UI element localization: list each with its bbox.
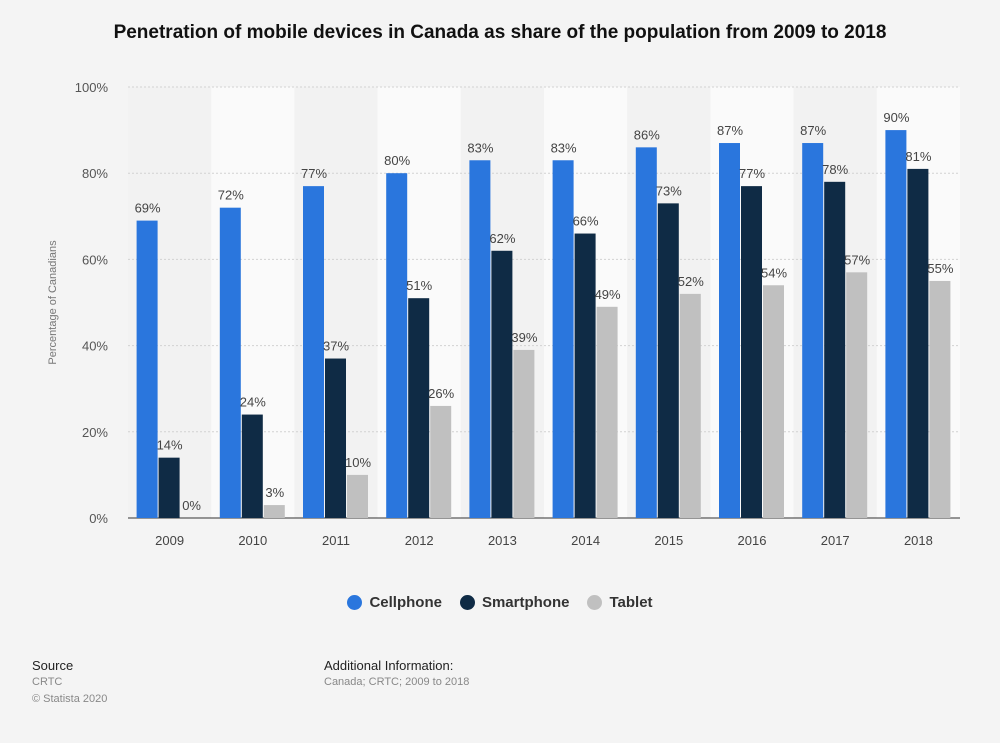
x-tick-label: 2014: [571, 533, 600, 548]
y-tick-label: 100%: [75, 80, 109, 95]
bar-smartphone: [824, 181, 846, 518]
legend: Cellphone Smartphone Tablet: [0, 594, 1000, 611]
bar-cellphone: [802, 143, 824, 518]
copyright-text: © Statista 2020: [32, 693, 108, 705]
data-label-tablet: 26%: [428, 386, 454, 401]
x-tick-label: 2015: [654, 533, 683, 548]
x-tick-label: 2011: [322, 533, 350, 548]
legend-item-smartphone[interactable]: Smartphone: [459, 594, 570, 611]
x-tick-label: 2018: [904, 533, 933, 548]
bar-cellphone: [219, 207, 241, 518]
data-label-smartphone: 77%: [739, 166, 765, 181]
y-tick-label: 0%: [89, 511, 108, 526]
data-label-smartphone: 73%: [656, 183, 682, 198]
data-label-cellphone: 80%: [384, 153, 410, 168]
additional-info-value: Canada; CRTC; 2009 to 2018: [324, 676, 470, 688]
legend-marker-cellphone: [347, 595, 363, 610]
bar-cellphone: [386, 173, 408, 518]
y-tick-label: 40%: [82, 339, 108, 354]
data-label-cellphone: 87%: [717, 123, 743, 138]
data-label-tablet: 10%: [345, 455, 371, 470]
data-label-cellphone: 72%: [218, 188, 244, 203]
bar-cellphone: [885, 130, 907, 518]
data-label-tablet: 0%: [182, 498, 201, 513]
y-tick-label: 20%: [82, 425, 108, 440]
y-axis-label: Percentage of Canadians: [47, 240, 59, 365]
bar-chart: 0% 20% 40% 60% 80% 100% 69% 14% 0% 2009 72% 24% 3% 20…: [47, 80, 960, 548]
bar-smartphone: [158, 457, 180, 518]
bar-cellphone: [136, 220, 158, 519]
legend-label-smartphone: Smartphone: [481, 594, 570, 611]
bar-smartphone: [325, 358, 346, 518]
additional-info-block: Additional Information: Canada; CRTC; 20…: [324, 657, 469, 691]
bar-tablet: [263, 505, 285, 518]
data-label-tablet: 52%: [678, 274, 704, 289]
legend-label-cellphone: Cellphone: [369, 594, 442, 611]
data-label-tablet: 55%: [927, 261, 953, 276]
bar-cellphone: [719, 143, 740, 518]
data-label-cellphone: 83%: [467, 140, 493, 155]
data-label-smartphone: 78%: [822, 162, 848, 177]
source-label: Source: [32, 658, 74, 673]
bar-tablet: [347, 474, 368, 518]
x-tick-label: 2012: [405, 533, 434, 548]
data-label-tablet: 39%: [511, 330, 537, 345]
legend-label-tablet: Tablet: [609, 594, 653, 611]
source-block: Source CRTC © Statista 2020: [32, 657, 107, 708]
legend-marker-smartphone: [459, 595, 475, 610]
bar-tablet: [763, 285, 784, 518]
data-label-smartphone: 14%: [157, 438, 183, 453]
legend-item-cellphone[interactable]: Cellphone: [347, 594, 442, 611]
bar-smartphone: [657, 203, 679, 518]
data-label-smartphone: 81%: [905, 149, 931, 164]
data-label-cellphone: 87%: [800, 123, 826, 138]
x-tick-label: 2010: [238, 533, 267, 548]
data-label-smartphone: 62%: [489, 231, 515, 246]
data-label-smartphone: 24%: [240, 395, 266, 410]
additional-info-label: Additional Information:: [324, 658, 454, 673]
x-tick-label: 2016: [738, 533, 767, 548]
data-label-cellphone: 90%: [883, 110, 909, 125]
bar-cellphone: [635, 147, 657, 518]
x-tick-label: 2013: [488, 533, 517, 548]
bar-tablet: [513, 349, 535, 518]
data-label-smartphone: 51%: [406, 278, 432, 293]
data-label-cellphone: 86%: [634, 127, 660, 142]
y-tick-label: 80%: [82, 166, 108, 181]
bar-tablet: [430, 405, 452, 518]
bar-smartphone: [408, 298, 430, 518]
source-value: CRTC: [32, 676, 63, 688]
data-label-smartphone: 66%: [573, 214, 599, 229]
bar-smartphone: [491, 250, 513, 518]
x-tick-label: 2017: [821, 533, 850, 548]
bar-cellphone: [303, 186, 324, 518]
bar-cellphone: [552, 160, 574, 518]
data-label-cellphone: 77%: [301, 166, 327, 181]
data-label-tablet: 54%: [761, 265, 787, 280]
data-label-tablet: 49%: [595, 287, 621, 302]
bar-tablet: [846, 272, 868, 518]
bar-tablet: [596, 306, 618, 518]
legend-marker-tablet: [587, 595, 603, 610]
bar-smartphone: [907, 168, 929, 518]
bar-tablet: [679, 293, 701, 518]
bar-tablet: [929, 280, 951, 518]
bar-cellphone: [469, 160, 491, 518]
data-label-tablet: 57%: [844, 252, 870, 267]
legend-item-tablet[interactable]: Tablet: [587, 594, 653, 611]
bar-smartphone: [574, 233, 596, 519]
x-tick-label: 2009: [155, 533, 184, 548]
data-label-cellphone: 83%: [551, 140, 577, 155]
data-label-tablet: 3%: [265, 485, 284, 500]
data-label-cellphone: 69%: [135, 201, 161, 216]
bar-smartphone: [741, 186, 762, 518]
bar-smartphone: [241, 414, 263, 518]
y-tick-label: 60%: [82, 252, 108, 267]
data-label-smartphone: 37%: [323, 339, 349, 354]
chart-title: Penetration of mobile devices in Canada …: [113, 22, 887, 43]
